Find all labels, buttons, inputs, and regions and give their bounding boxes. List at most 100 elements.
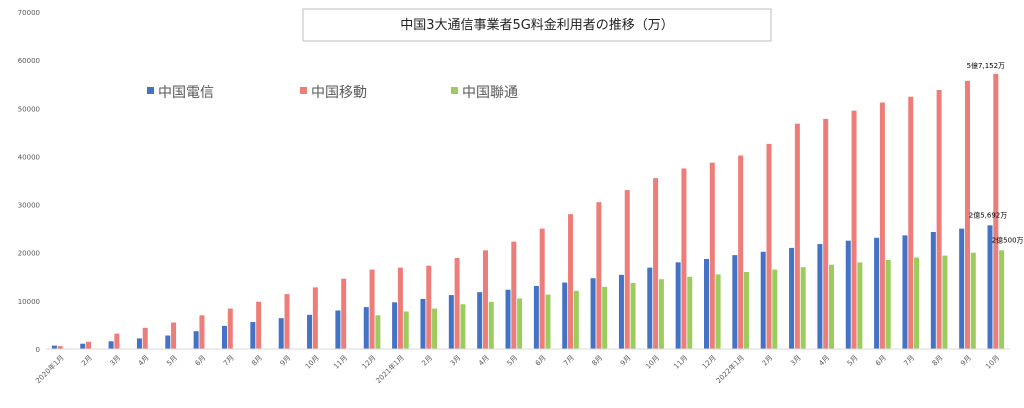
bar bbox=[142, 327, 148, 349]
bar bbox=[533, 285, 539, 349]
x-tick-label: 3月 bbox=[449, 354, 463, 368]
bar bbox=[681, 168, 687, 349]
y-axis: 0 10000 20000 30000 40000 50000 60000 70000 bbox=[18, 9, 40, 354]
data-annotation: 2億500万 bbox=[992, 235, 1024, 244]
bar bbox=[618, 274, 624, 349]
bar bbox=[108, 341, 114, 349]
bar bbox=[114, 333, 120, 349]
bar bbox=[284, 294, 290, 349]
bar bbox=[829, 264, 835, 349]
x-tick-label: 12月 bbox=[701, 354, 718, 371]
bar bbox=[703, 258, 709, 349]
x-tick-label: 6月 bbox=[874, 354, 888, 368]
bar bbox=[369, 269, 375, 349]
x-tick-label: 9月 bbox=[279, 354, 293, 368]
bar bbox=[403, 311, 409, 349]
bar bbox=[845, 240, 851, 349]
bar bbox=[942, 255, 948, 349]
legend-label: 中国電信 bbox=[158, 85, 214, 101]
y-tick-label: 60000 bbox=[18, 57, 40, 65]
bar bbox=[823, 118, 829, 349]
bar bbox=[568, 214, 574, 349]
bar bbox=[732, 255, 738, 349]
bar bbox=[420, 298, 426, 349]
bar bbox=[335, 310, 341, 349]
legend-swatch bbox=[300, 87, 307, 94]
bar bbox=[993, 73, 999, 349]
y-tick-label: 40000 bbox=[18, 153, 40, 161]
title-border bbox=[302, 8, 772, 42]
x-tick-label: 5月 bbox=[505, 354, 519, 368]
y-tick-label: 10000 bbox=[18, 298, 40, 306]
bar bbox=[488, 301, 494, 349]
bar bbox=[199, 315, 205, 349]
bar bbox=[86, 341, 92, 349]
bar bbox=[760, 251, 766, 349]
bar bbox=[312, 287, 318, 349]
bar bbox=[392, 302, 398, 349]
x-tick-label: 7月 bbox=[222, 354, 236, 368]
x-tick-label: 7月 bbox=[562, 354, 576, 368]
bar bbox=[165, 335, 171, 349]
x-tick-label: 6月 bbox=[194, 354, 208, 368]
bar bbox=[375, 315, 381, 349]
bar bbox=[57, 346, 63, 349]
bar bbox=[250, 322, 256, 349]
bar bbox=[857, 262, 863, 349]
bar bbox=[341, 278, 347, 349]
bar bbox=[397, 267, 403, 349]
bar bbox=[874, 237, 880, 349]
bar bbox=[460, 304, 466, 349]
x-tick-label: 4月 bbox=[477, 354, 491, 368]
bar bbox=[772, 269, 778, 349]
x-tick-label: 11月 bbox=[332, 354, 349, 371]
x-tick-label: 4月 bbox=[817, 354, 831, 368]
bar bbox=[227, 308, 233, 349]
bar bbox=[738, 155, 744, 349]
bar bbox=[221, 325, 227, 349]
x-tick-label: 2022年1月 bbox=[714, 353, 746, 385]
x-tick-label: 10月 bbox=[304, 354, 321, 371]
bar bbox=[658, 279, 664, 349]
bar bbox=[879, 102, 885, 349]
bar bbox=[653, 178, 659, 349]
bar bbox=[970, 252, 976, 349]
bar bbox=[80, 343, 86, 349]
bar bbox=[602, 286, 608, 349]
bar bbox=[51, 345, 57, 349]
bar bbox=[959, 228, 965, 349]
x-tick-label: 9月 bbox=[619, 354, 633, 368]
bar bbox=[987, 225, 993, 349]
bar bbox=[307, 314, 313, 349]
bar bbox=[477, 292, 483, 349]
bar bbox=[902, 235, 908, 349]
x-tick-label: 4月 bbox=[137, 354, 151, 368]
bar bbox=[432, 308, 438, 349]
data-annotation: 2億5,692万 bbox=[969, 210, 1008, 219]
bar bbox=[596, 202, 602, 349]
bar bbox=[573, 290, 579, 349]
bar bbox=[908, 96, 914, 349]
bar bbox=[715, 274, 721, 349]
legend-swatch bbox=[147, 87, 154, 94]
bar bbox=[766, 143, 772, 349]
x-tick-label: 7月 bbox=[902, 354, 916, 368]
bar bbox=[136, 338, 142, 349]
x-tick-label: 10月 bbox=[984, 354, 1001, 371]
x-tick-label: 5月 bbox=[846, 354, 860, 368]
x-tick-label: 8月 bbox=[250, 354, 264, 368]
bar bbox=[647, 267, 653, 349]
bars-layer bbox=[51, 73, 1005, 350]
x-tick-label: 2月 bbox=[420, 354, 434, 368]
y-tick-label: 0 bbox=[36, 346, 40, 354]
bar bbox=[964, 80, 970, 349]
x-tick-label: 9月 bbox=[959, 354, 973, 368]
x-tick-label: 2020年1月 bbox=[34, 353, 66, 385]
bar bbox=[885, 259, 891, 349]
x-tick-label: 10月 bbox=[644, 354, 661, 371]
x-tick-label: 12月 bbox=[361, 354, 378, 371]
x-tick-label: 6月 bbox=[534, 354, 548, 368]
